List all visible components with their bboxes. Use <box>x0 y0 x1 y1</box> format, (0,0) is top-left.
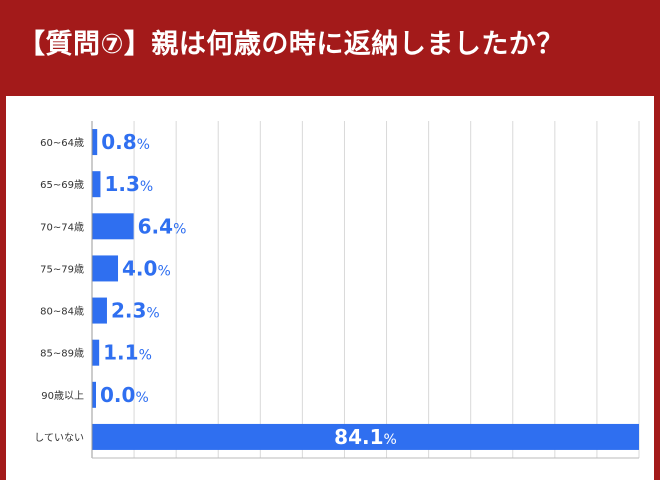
category-label: 60~64歳 <box>40 137 84 149</box>
category-label: 80~84歳 <box>40 306 84 318</box>
data-label: 0.8% <box>101 130 150 154</box>
data-label: 84.1% <box>334 425 397 449</box>
category-label: 85~89歳 <box>40 348 84 360</box>
bar <box>92 213 134 240</box>
bar <box>92 381 96 408</box>
bar <box>92 129 98 156</box>
bar <box>92 339 100 366</box>
data-label: 4.0% <box>122 256 171 280</box>
data-label: 6.4% <box>138 214 187 238</box>
bar <box>92 297 107 324</box>
chart-panel: 60~64歳 0.8% 65~69歳 1.3% 70~74歳 6.4% 75~79歳 4.0%… <box>6 96 654 480</box>
page-title: 【質問⑦】親は何歳の時に返納しましたか？ <box>18 29 564 60</box>
category-label: 70~74歳 <box>40 221 84 233</box>
data-label: 1.1% <box>103 341 152 365</box>
data-label: 0.0% <box>100 383 149 407</box>
bar <box>92 171 101 198</box>
bar-chart: 60~64歳 0.8% 65~69歳 1.3% 70~74歳 6.4% 75~79歳 4.0%… <box>34 121 640 459</box>
category-label: していない <box>34 432 84 444</box>
header-bar: 【質問⑦】親は何歳の時に返納しましたか？ <box>0 0 660 96</box>
data-label: 1.3% <box>104 172 153 196</box>
category-label: 65~69歳 <box>40 179 84 191</box>
bar <box>92 255 119 282</box>
category-label: 75~79歳 <box>40 263 84 275</box>
category-label: 90歳以上 <box>41 390 84 402</box>
bar <box>92 423 639 450</box>
data-label: 2.3% <box>111 299 160 323</box>
